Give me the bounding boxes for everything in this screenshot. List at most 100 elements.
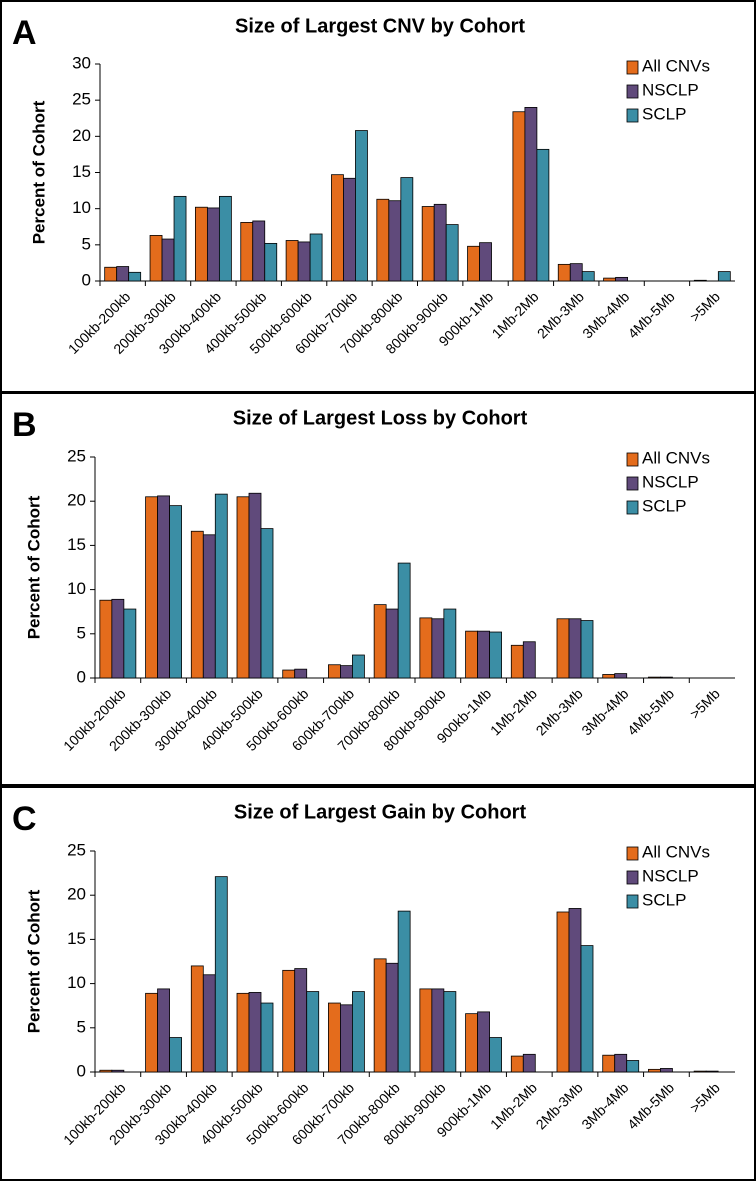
x-tick-label: >5Mb: [687, 685, 724, 722]
bar: [285, 240, 299, 282]
bar: [343, 177, 356, 282]
y-tick-label: 0: [77, 1061, 86, 1080]
panel-border: [0, 392, 756, 786]
bar: [202, 974, 216, 1073]
chart-title: Size of Largest Loss by Cohort: [233, 407, 528, 429]
bar: [169, 505, 182, 679]
y-tick-label: 20: [67, 885, 86, 904]
bar: [376, 198, 390, 282]
y-tick-label: 30: [72, 53, 91, 72]
y-tick-label: 10: [67, 973, 86, 992]
bar: [218, 195, 232, 282]
bar: [419, 617, 433, 679]
bar: [352, 654, 365, 679]
bar: [419, 988, 433, 1073]
y-tick-label: 10: [67, 579, 86, 598]
legend-label: All CNVs: [642, 448, 710, 467]
y-tick-label: 25: [67, 446, 86, 465]
bar: [431, 618, 445, 679]
bar: [157, 495, 170, 679]
bar: [477, 1011, 490, 1073]
bar: [260, 1002, 274, 1073]
bar: [397, 910, 411, 1073]
bar: [522, 641, 536, 679]
bar: [145, 992, 158, 1073]
bar: [128, 271, 142, 282]
bar: [522, 1053, 536, 1073]
panel-border: [0, 786, 756, 1181]
bar: [123, 608, 137, 679]
bar: [536, 148, 550, 282]
bar: [340, 665, 353, 679]
x-tick-label: 1Mb-2Mb: [489, 288, 542, 341]
chart-title: Size of Largest CNV by Cohort: [235, 15, 525, 37]
x-tick-label: 1Mb-2Mb: [487, 685, 540, 738]
bar: [145, 496, 158, 679]
bar: [116, 266, 130, 282]
bar: [648, 1068, 661, 1073]
bar: [660, 1068, 673, 1073]
bar: [443, 608, 457, 679]
panel-label: B: [12, 406, 37, 444]
bar: [489, 1037, 502, 1073]
y-tick-label: 15: [67, 535, 86, 554]
bar: [328, 664, 341, 679]
y-tick-label: 15: [67, 929, 86, 948]
bar: [603, 277, 617, 282]
y-axis-label: Percent of Cohort: [24, 495, 43, 639]
bar: [465, 1013, 478, 1073]
x-tick-label: >5Mb: [687, 1079, 724, 1116]
bar: [328, 1002, 341, 1073]
y-tick-label: 10: [72, 198, 91, 217]
bar: [512, 111, 526, 282]
bar: [626, 1060, 640, 1073]
x-tick-label: 4Mb-5Mb: [624, 1079, 677, 1132]
bar: [556, 618, 570, 679]
bar: [557, 263, 571, 282]
bar: [111, 1069, 125, 1073]
legend-label: NSCLP: [642, 80, 699, 99]
x-tick-label: 3Mb-4Mb: [578, 1079, 631, 1132]
bar: [524, 107, 538, 282]
y-tick-label: 15: [72, 162, 91, 181]
bar: [388, 200, 402, 282]
y-tick-label: 25: [72, 90, 91, 109]
legend-swatch: [626, 60, 639, 75]
bar: [190, 965, 204, 1073]
legend-swatch: [626, 870, 639, 885]
bar: [194, 206, 208, 282]
bar: [602, 1054, 616, 1073]
bar: [104, 266, 118, 282]
bar: [248, 492, 262, 679]
legend-swatch: [626, 476, 639, 491]
bar: [648, 676, 661, 679]
bar: [111, 598, 125, 679]
bar: [660, 676, 673, 679]
bar: [489, 631, 502, 679]
bar: [340, 1004, 353, 1073]
bar: [569, 263, 583, 282]
x-tick-label: 1Mb-2Mb: [487, 1079, 540, 1132]
panel-label: A: [12, 14, 37, 52]
bar: [373, 604, 387, 679]
bar: [202, 534, 216, 679]
bar: [161, 238, 175, 282]
bar: [568, 908, 582, 1073]
bar: [294, 668, 308, 679]
bar: [581, 271, 595, 282]
legend-swatch: [626, 452, 639, 467]
bar: [580, 620, 594, 679]
legend-label: SCLP: [642, 890, 686, 909]
bar: [282, 669, 296, 679]
bar: [190, 530, 204, 679]
legend-label: All CNVs: [642, 842, 710, 861]
bar: [602, 674, 616, 679]
bar: [568, 618, 582, 679]
bar: [717, 271, 731, 282]
bar: [615, 276, 629, 282]
legend-swatch: [626, 500, 639, 515]
y-tick-label: 20: [72, 126, 91, 145]
bar: [445, 224, 459, 282]
bar: [236, 992, 250, 1073]
